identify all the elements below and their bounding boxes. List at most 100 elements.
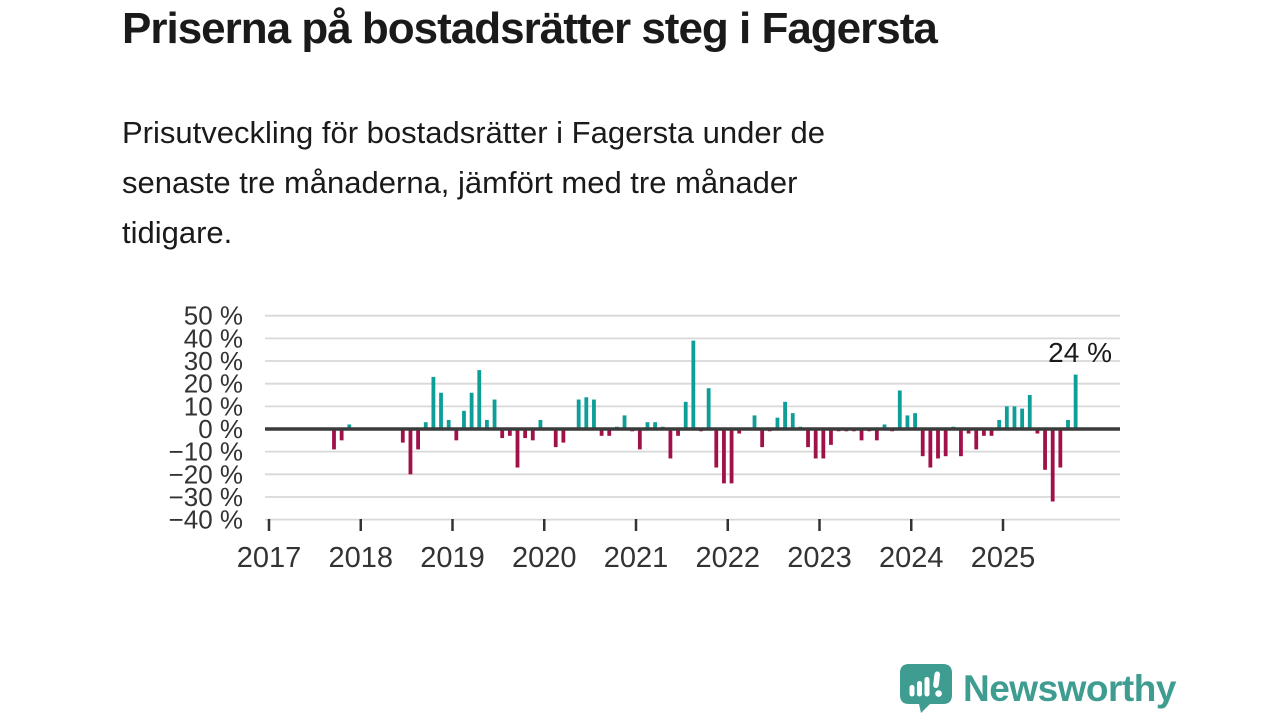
bar: [1043, 429, 1047, 470]
bar: [339, 429, 344, 441]
bar: [423, 422, 428, 429]
bar: [515, 429, 520, 468]
bar: [714, 429, 719, 468]
bar: [469, 392, 474, 429]
x-axis-label: 2024: [879, 542, 944, 574]
bar: [928, 429, 933, 468]
bar: [752, 415, 757, 429]
bar: [1073, 374, 1078, 429]
bar: [553, 429, 558, 448]
bar: [1050, 429, 1055, 502]
bar: [462, 410, 466, 429]
bar: [813, 429, 818, 459]
bar: [439, 392, 443, 429]
bar: [622, 415, 627, 429]
bar: [1066, 419, 1070, 429]
bar: [936, 429, 940, 459]
bar: [829, 429, 833, 445]
y-axis-label: −20 %: [169, 459, 243, 489]
last-value-annotation: 24 %: [1048, 337, 1112, 368]
bar: [874, 429, 879, 441]
y-axis-label: 0 %: [198, 414, 243, 444]
bar: [683, 401, 688, 429]
bar: [783, 401, 787, 429]
bar: [737, 429, 742, 434]
bar: [1035, 429, 1040, 434]
bar: [706, 388, 711, 429]
newsworthy-logo-icon: [900, 664, 952, 713]
bar: [653, 422, 658, 429]
bar: [332, 429, 336, 450]
bar: [676, 429, 680, 436]
bar: [966, 429, 971, 434]
bar: [943, 429, 948, 457]
y-axis-label: −30 %: [169, 482, 243, 512]
bar: [400, 429, 405, 443]
newsworthy-logo: Newsworthy: [900, 664, 1176, 713]
bar: [722, 429, 726, 484]
bar: [416, 429, 420, 450]
x-axis-label: 2025: [971, 542, 1036, 574]
y-axis-label: 30 %: [184, 346, 243, 376]
bar: [1012, 406, 1017, 429]
bar: [485, 419, 489, 429]
y-axis-label: −10 %: [169, 437, 243, 467]
bar: [607, 429, 612, 436]
x-axis-label: 2020: [512, 542, 577, 574]
bar: [446, 419, 451, 429]
bar: [599, 429, 604, 436]
chart-subtitle: Prisutveckling för bostadsrätter i Fager…: [122, 108, 825, 258]
bar: [989, 429, 994, 436]
bar: [454, 429, 459, 441]
subtitle-line: tidigare.: [122, 215, 233, 250]
y-axis-label: 20 %: [184, 369, 243, 399]
subtitle-line: senaste tre månaderna, jämfört med tre m…: [122, 165, 798, 200]
bar: [477, 370, 482, 429]
bar: [507, 429, 512, 436]
bar: [645, 422, 650, 429]
bar: [637, 429, 642, 450]
bar: [882, 424, 887, 429]
bar: [347, 424, 352, 429]
bar: [691, 340, 696, 429]
x-axis-label: 2018: [328, 542, 393, 574]
bar: [1058, 429, 1063, 468]
subtitle-line: Prisutveckling för bostadsrätter i Fager…: [122, 115, 826, 150]
bar: [431, 376, 436, 429]
bar: [500, 429, 505, 439]
bar: [859, 429, 864, 441]
bar: [729, 429, 734, 484]
y-axis-label: −40 %: [169, 505, 243, 535]
bar: [1027, 395, 1032, 429]
bar: [997, 419, 1002, 429]
x-axis-label: 2023: [787, 542, 852, 574]
bar: [1004, 406, 1009, 429]
bar: [821, 429, 826, 459]
bar: [974, 429, 979, 450]
x-axis-label: 2022: [695, 542, 760, 574]
bar: [584, 397, 589, 429]
bar: [576, 399, 581, 429]
bar: [592, 399, 596, 429]
bar: [806, 429, 810, 448]
bar: [913, 413, 917, 429]
bar: [561, 429, 566, 443]
page-title: Priserna på bostadsrätter steg i Fagerst…: [122, 4, 938, 53]
bar: [523, 429, 528, 439]
bar: [959, 429, 963, 457]
bar: [408, 429, 413, 475]
bar: [760, 429, 765, 448]
bar: [492, 399, 497, 429]
bar: [1020, 408, 1025, 429]
bar: [920, 429, 925, 457]
bar: [530, 429, 535, 441]
x-axis-label: 2017: [237, 542, 302, 574]
bar: [905, 415, 910, 429]
y-axis-label: 40 %: [184, 323, 243, 353]
x-axis-label: 2021: [604, 542, 669, 574]
y-axis-label: 50 %: [184, 301, 243, 331]
bar: [538, 419, 543, 429]
x-axis-label: 2019: [420, 542, 485, 574]
